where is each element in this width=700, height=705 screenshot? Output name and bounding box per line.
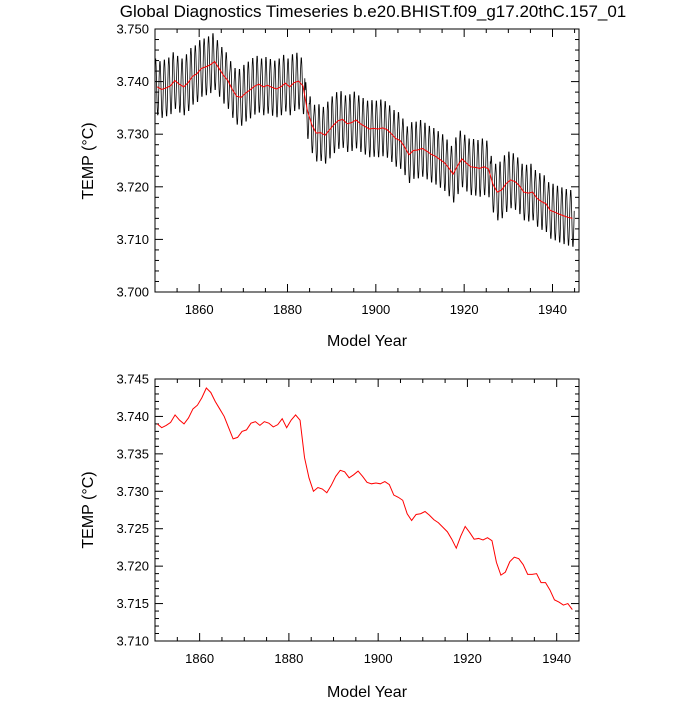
series-monthly-line [155, 33, 575, 247]
y-tick-label: 3.750 [116, 22, 149, 37]
x-tick-label: 1940 [538, 302, 567, 317]
y-tick-label: 3.725 [116, 521, 149, 536]
x-axis-label: Model Year [327, 333, 408, 350]
x-tick-label: 1860 [185, 651, 214, 666]
y-tick-label: 3.720 [116, 179, 149, 194]
x-axis-label: Model Year [327, 684, 408, 700]
x-tick-label: 1900 [364, 651, 393, 666]
y-tick-label: 3.710 [116, 634, 149, 649]
y-tick-label: 3.735 [116, 446, 149, 461]
x-tick-label: 1880 [274, 651, 303, 666]
panel-top: Model Year TEMP (°C) 1860 1880 1900 1920 194… [80, 22, 580, 350]
x-tick-label: 1940 [542, 651, 571, 666]
x-tick-label: 1860 [185, 302, 214, 317]
series-annual-line [156, 387, 573, 610]
x-tick-label: 1920 [453, 651, 482, 666]
y-axis-label: TEMP (°C) [80, 471, 97, 548]
y-tick-label: 3.715 [116, 596, 149, 611]
x-tick-label: 1900 [361, 302, 390, 317]
x-tick-label: 1880 [273, 302, 302, 317]
y-tick-label: 3.700 [116, 285, 149, 300]
x-tick-label: 1920 [450, 302, 479, 317]
plot-frame [154, 378, 580, 642]
y-tick-label: 3.710 [116, 232, 149, 247]
chart-title: Global Diagnostics Timeseries b.e20.BHIS… [120, 2, 627, 21]
plot-frame [154, 28, 580, 293]
panel-bottom: Model Year TEMP (°C) 1860 1880 1900 1920 194… [80, 372, 580, 701]
y-tick-label: 3.740 [116, 409, 149, 424]
y-tick-label: 3.730 [116, 127, 149, 142]
y-tick-label: 3.745 [116, 372, 149, 387]
y-tick-label: 3.720 [116, 559, 149, 574]
y-axis-label: TEMP (°C) [80, 122, 97, 199]
y-tick-label: 3.730 [116, 484, 149, 499]
y-tick-label: 3.740 [116, 74, 149, 89]
series-annual-line [156, 60, 573, 219]
